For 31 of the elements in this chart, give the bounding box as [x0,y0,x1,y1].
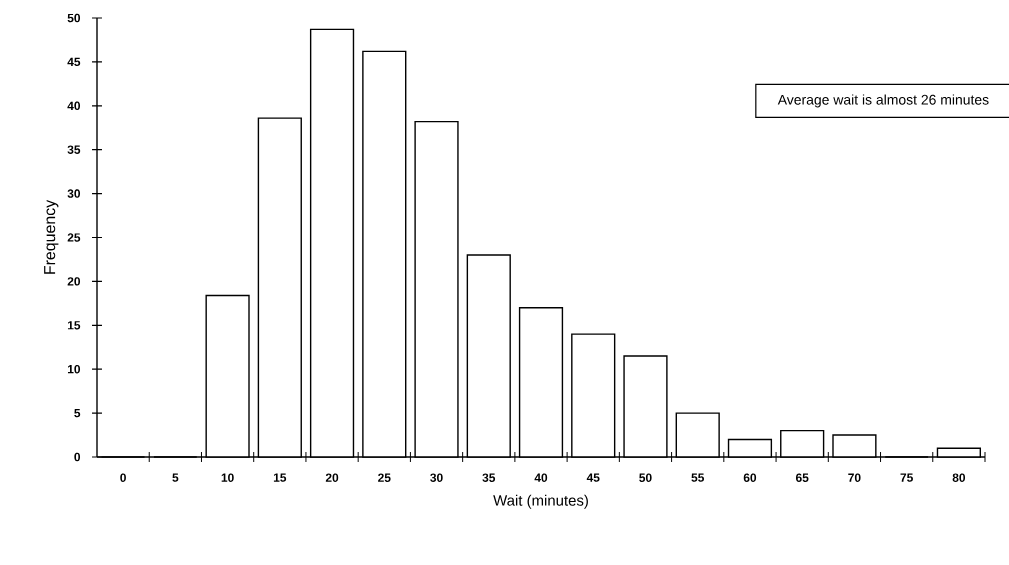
x-tick-label: 60 [743,473,757,482]
x-tick-label: 40 [534,473,548,482]
y-tick-label: 35 [67,145,81,154]
y-tick-label: 45 [67,57,81,67]
annotation: Average wait is almost 26 minutes [777,94,989,108]
x-tick-label: 75 [900,473,913,482]
x-tick-label: 20 [325,473,339,482]
y-axis-title: Frequency [44,199,59,274]
y-tick-label: 20 [67,277,81,286]
y-tick-label: 25 [67,233,81,242]
x-tick-label: 80 [952,473,966,482]
x-tick-label: 55 [691,473,705,482]
y-tick-label: 40 [67,101,81,111]
x-tick-label: 45 [586,473,600,482]
x-tick-label: 5 [172,473,179,482]
x-tick-label: 25 [378,473,391,482]
x-tick-label: 30 [430,473,443,482]
x-axis-title: Wait (minutes) [493,494,588,509]
x-tick-label: 10 [221,473,234,482]
x-tick-label: 15 [273,473,287,482]
y-tick-label: 5 [74,408,81,418]
x-tick-label: 50 [639,473,652,482]
x-tick-label: 35 [482,473,496,482]
y-tick-label: 0 [74,452,81,462]
y-tick-label: 50 [67,13,81,23]
x-tick-label: 0 [120,473,126,482]
y-tick-label: 30 [67,189,81,198]
y-tick-label: 15 [67,321,81,330]
x-tick-label: 70 [848,473,861,482]
y-tick-label: 10 [67,364,81,374]
x-tick-label: 65 [795,473,809,482]
